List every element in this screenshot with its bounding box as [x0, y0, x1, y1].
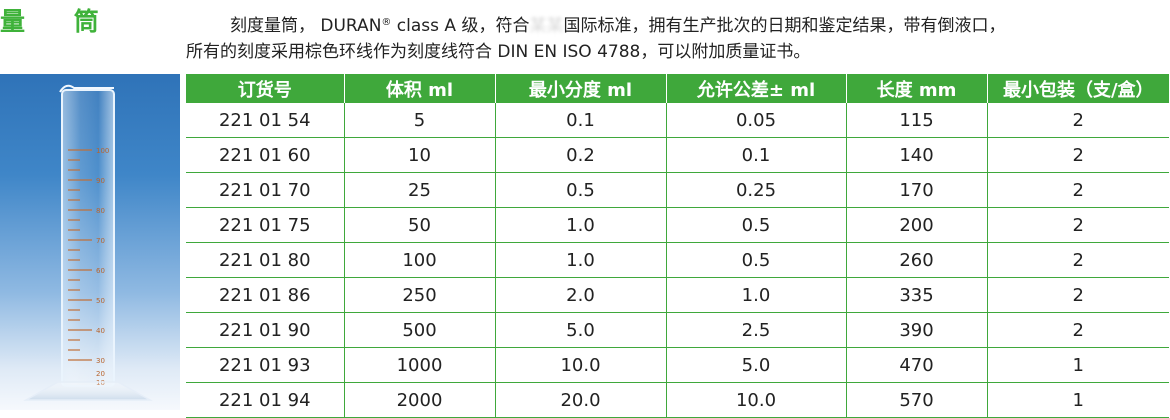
tolerance-cell: 10.0: [665, 382, 846, 418]
obscured-text: 某某: [529, 16, 564, 36]
table-row: 221 01 90 500 5.0 2.5 390 2: [186, 312, 1169, 348]
pouring-spout: [59, 84, 114, 93]
scale-label: 20: [96, 370, 105, 378]
division-cell: 1.0: [494, 242, 666, 278]
volume-cell: 1000: [343, 347, 495, 383]
order-number-cell: 221 01 70: [186, 172, 344, 208]
package-cell: 2: [986, 312, 1169, 348]
table-row: 221 01 70 25 0.5 0.25 170 2: [186, 172, 1169, 208]
order-number-cell: 221 01 86: [186, 277, 344, 313]
scale-label: 30: [96, 357, 105, 365]
tolerance-cell: 0.5: [665, 242, 846, 278]
order-number-cell: 221 01 54: [186, 103, 344, 138]
package-cell: 2: [986, 103, 1169, 138]
order-number-cell: 221 01 80: [186, 242, 344, 278]
table-row: 221 01 54 5 0.1 0.05 115 2: [186, 103, 1169, 138]
volume-cell: 5: [343, 103, 495, 138]
table-row: 221 01 93 1000 10.0 5.0 470 1: [186, 347, 1169, 383]
table-row: 221 01 86 250 2.0 1.0 335 2: [186, 277, 1169, 313]
package-cell: 1: [986, 382, 1169, 418]
column-header-division: 最小分度 ml: [494, 74, 666, 103]
package-cell: 2: [986, 172, 1169, 208]
column-header-volume: 体积 ml: [343, 74, 495, 103]
division-cell: 1.0: [494, 207, 666, 243]
intro-line-2: 所有的刻度采用棕色环线作为刻度线符合 DIN EN ISO 4788，可以附加质…: [186, 42, 811, 62]
intro-paragraph: 刻度量筒， DURAN® class A 级，符合某某国际标准，拥有生产批次的日…: [186, 10, 1166, 65]
scale-label: 50: [96, 297, 105, 305]
division-cell: 0.2: [494, 137, 666, 173]
volume-cell: 250: [343, 277, 495, 313]
tolerance-cell: 1.0: [665, 277, 846, 313]
length-cell: 170: [845, 172, 987, 208]
order-number-cell: 221 01 75: [186, 207, 344, 243]
tolerance-cell: 0.5: [665, 207, 846, 243]
scale-label: 70: [96, 237, 105, 245]
graduated-cylinder-photo: 100 90 80 70 60 50 40 30 20 10: [0, 74, 180, 410]
scale-label: 90: [96, 177, 105, 185]
division-cell: 10.0: [494, 347, 666, 383]
volume-cell: 50: [343, 207, 495, 243]
column-header-length: 长度 mm: [845, 74, 987, 103]
specs-table: 订货号 体积 ml 最小分度 ml 允许公差± ml 长度 mm 最小包装（支/…: [186, 74, 1169, 418]
graduation-lines: [68, 149, 92, 361]
order-number-cell: 221 01 90: [186, 312, 344, 348]
length-cell: 335: [845, 277, 987, 313]
length-cell: 115: [845, 103, 987, 138]
volume-cell: 25: [343, 172, 495, 208]
division-cell: 2.0: [494, 277, 666, 313]
division-cell: 20.0: [494, 382, 666, 418]
length-cell: 140: [845, 137, 987, 173]
length-cell: 390: [845, 312, 987, 348]
length-cell: 470: [845, 347, 987, 383]
tolerance-cell: 0.05: [665, 103, 846, 138]
intro-line-1-prefix: 刻度量筒， DURAN: [230, 16, 382, 36]
order-number-cell: 221 01 93: [186, 347, 344, 383]
table-row: 221 01 80 100 1.0 0.5 260 2: [186, 242, 1169, 278]
tolerance-cell: 2.5: [665, 312, 846, 348]
scale-label: 80: [96, 207, 105, 215]
cylinder-base: [23, 381, 153, 401]
volume-cell: 10: [343, 137, 495, 173]
length-cell: 570: [845, 382, 987, 418]
page-title: 量 筒: [0, 7, 119, 36]
column-header-order-number: 订货号: [186, 74, 344, 103]
volume-cell: 500: [343, 312, 495, 348]
tolerance-cell: 0.1: [665, 137, 846, 173]
tolerance-cell: 5.0: [665, 347, 846, 383]
registered-trademark-mark: ®: [381, 17, 392, 28]
graduated-cylinder-illustration: 100 90 80 70 60 50 40 30 20 10: [23, 84, 153, 401]
intro-line-1: 刻度量筒， DURAN® class A 级，符合某某国际标准，拥有生产批次的日…: [186, 10, 1166, 39]
volume-cell: 2000: [343, 382, 495, 418]
package-cell: 2: [986, 207, 1169, 243]
package-cell: 2: [986, 137, 1169, 173]
package-cell: 2: [986, 242, 1169, 278]
cylinder-tube: [61, 89, 115, 387]
table-row: 221 01 60 10 0.2 0.1 140 2: [186, 137, 1169, 173]
column-header-tolerance: 允许公差± ml: [665, 74, 846, 103]
table-row: 221 01 94 2000 20.0 10.0 570 1: [186, 382, 1169, 418]
volume-cell: 100: [343, 242, 495, 278]
scale-label: 60: [96, 267, 105, 275]
division-cell: 5.0: [494, 312, 666, 348]
package-cell: 2: [986, 277, 1169, 313]
order-number-cell: 221 01 60: [186, 137, 344, 173]
length-cell: 200: [845, 207, 987, 243]
length-cell: 260: [845, 242, 987, 278]
table-header-row: 订货号 体积 ml 最小分度 ml 允许公差± ml 长度 mm 最小包装（支/…: [186, 74, 1169, 103]
division-cell: 0.1: [494, 103, 666, 138]
intro-line-1-suffix: 国际标准，拥有生产批次的日期和鉴定结果，带有倒液口，: [563, 16, 1006, 36]
scale-label: 100: [96, 147, 109, 155]
order-number-cell: 221 01 94: [186, 382, 344, 418]
column-header-package: 最小包装（支/盒）: [986, 74, 1169, 103]
tolerance-cell: 0.25: [665, 172, 846, 208]
intro-line-1-mid: class A 级，符合: [391, 16, 530, 36]
division-cell: 0.5: [494, 172, 666, 208]
scale-label: 40: [96, 327, 105, 335]
table-row: 221 01 75 50 1.0 0.5 200 2: [186, 207, 1169, 243]
package-cell: 1: [986, 347, 1169, 383]
